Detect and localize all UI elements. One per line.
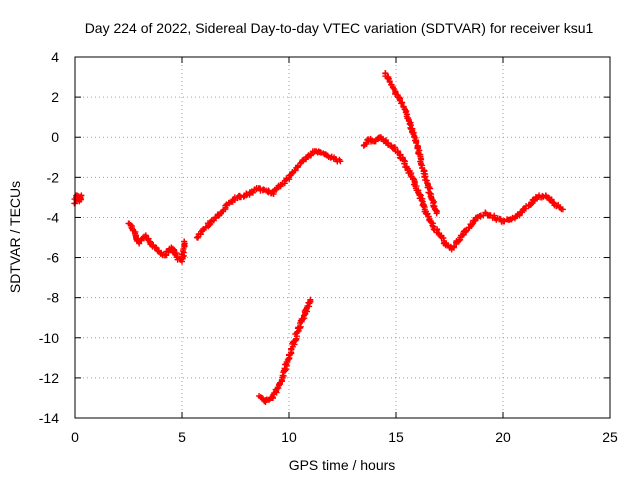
y-tick-label: 0 [51,129,59,145]
data-trail [294,315,308,334]
data-trail [430,223,441,236]
x-tick-label: 15 [388,429,404,445]
data-trail [414,145,428,174]
x-tick-label: 25 [602,429,618,445]
data-point [181,238,188,245]
y-tick-label: -2 [47,169,60,185]
y-tick-label: -4 [47,209,60,225]
x-axis-label: GPS time / hours [289,457,396,473]
plot-frame [74,56,611,419]
y-tick-label: -12 [39,370,59,386]
y-axis-label: SDTVAR / TECUs [7,181,23,293]
data-trail [194,227,206,241]
data-trail [466,214,479,231]
y-tick-label: -10 [39,330,59,346]
y-tick-label: -14 [39,410,59,426]
data-trail [416,192,428,215]
y-tick-label: -6 [47,250,60,266]
series-ksu1-b [125,220,188,265]
data-point [559,206,566,213]
data-point [78,192,85,199]
data-trail [178,238,188,263]
data-point [433,210,440,217]
data-trail [286,164,300,179]
series-ksu1-e [256,296,314,405]
chart-title: Day 224 of 2022, Sidereal Day-to-day VTE… [85,20,594,36]
data-trail [288,328,301,353]
data-trail [402,106,414,128]
series-ksu1-c [193,148,344,241]
series-ksu1-f [382,70,440,217]
x-tick-label: 10 [281,429,297,445]
data-trail [218,199,232,217]
series-ksu1-a [71,192,85,207]
data-point [307,296,314,303]
y-tick-label: 4 [51,49,59,65]
x-tick-label: 5 [178,429,186,445]
data-layer [71,70,566,405]
series-ksu1-d [360,134,566,253]
grid-layer [75,57,610,418]
data-trail [301,298,314,318]
y-tick-label: 2 [51,89,59,105]
data-trail [281,349,295,373]
data-trail [208,211,223,224]
data-trail [422,210,436,227]
data-trail [328,153,343,165]
x-tick-label: 0 [71,429,79,445]
tick-layer: 0 5 10 15 20 25 -14 -12 -10 -8 -6 -4 -2 0 2 4 [39,49,618,445]
y-tick-label: -8 [47,290,60,306]
data-trail [457,224,472,239]
x-tick-label: 20 [495,429,511,445]
data-trail [543,193,557,206]
data-trail [407,124,421,150]
data-trail [420,168,434,196]
data-point [337,158,344,165]
data-trail [427,191,440,215]
